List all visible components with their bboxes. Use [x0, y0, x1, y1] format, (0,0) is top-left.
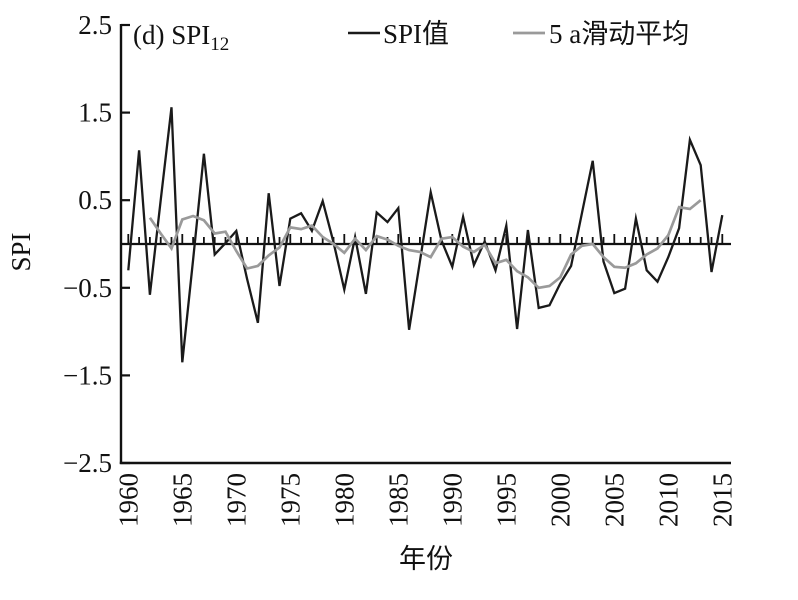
x-tick-label: 1965 — [167, 473, 197, 527]
panel-label-text: (d) SPI — [133, 20, 210, 50]
y-tick-label: 2.5 — [78, 10, 112, 40]
panel-label-subscript: 12 — [210, 34, 229, 55]
x-tick-label: 1985 — [383, 473, 413, 527]
x-tick-label: 2005 — [599, 473, 629, 527]
x-tick-label: 2015 — [707, 473, 737, 527]
y-tick-label: −2.5 — [63, 448, 112, 478]
legend: SPI值 5 a滑动平均 — [348, 19, 689, 49]
y-tick-label: −0.5 — [63, 273, 112, 303]
x-tick-label: 1995 — [491, 473, 521, 527]
x-tick-label: 1970 — [221, 473, 251, 527]
legend-label-moving-average: 5 a滑动平均 — [549, 19, 689, 49]
x-tick-label: 2000 — [545, 473, 575, 527]
x-tick-label: 1980 — [329, 473, 359, 527]
x-axis-tick-labels: 1960 1965 1970 1975 1980 1985 1990 1995 2000 2005… — [113, 473, 737, 527]
x-tick-label: 1975 — [275, 473, 305, 527]
x-tick-label: 1960 — [113, 473, 143, 527]
moving-average-line — [148, 199, 702, 290]
y-axis-title: SPI — [6, 232, 36, 271]
y-tick-label: 0.5 — [78, 185, 112, 215]
x-tick-label: 2010 — [653, 473, 683, 527]
panel-label: (d) SPI12 — [133, 20, 229, 55]
y-tick-label: 1.5 — [78, 98, 112, 128]
legend-label-spi: SPI值 — [383, 19, 449, 49]
y-axis-ticks — [121, 23, 130, 465]
legend-item-spi: SPI值 — [348, 19, 449, 49]
legend-item-moving-average: 5 a滑动平均 — [513, 19, 689, 49]
x-tick-label: 1990 — [437, 473, 467, 527]
y-axis-tick-labels: 2.5 1.5 0.5 −0.5 −1.5 −2.5 — [63, 10, 112, 478]
y-tick-label: −1.5 — [63, 360, 112, 390]
data-series-lines — [127, 107, 724, 363]
x-axis-title: 年份 — [399, 544, 453, 574]
spi-line — [127, 107, 724, 363]
